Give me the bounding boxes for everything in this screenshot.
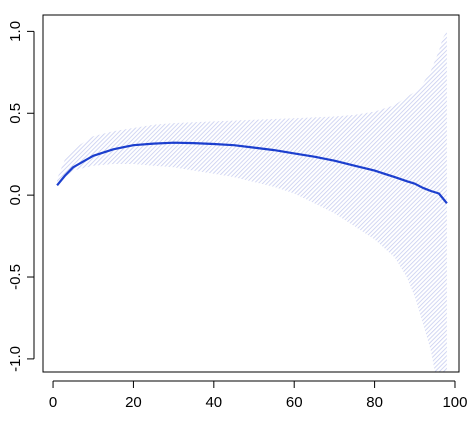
plot-frame [42, 14, 460, 373]
x-tick-label: 20 [125, 394, 142, 411]
series-line-0 [56, 141, 448, 204]
y-tick-label: 0.0 [7, 185, 24, 206]
x-tick-label: 100 [442, 394, 467, 411]
x-tick-label: 80 [366, 394, 383, 411]
confidence-band [57, 31, 447, 373]
x-tick-label: 0 [49, 394, 57, 411]
x-tick-label: 60 [286, 394, 303, 411]
band-area [57, 31, 447, 373]
y-axis: -1.0 -0.5 0.0 0.5 1.0 [7, 21, 35, 372]
y-tick-label: 0.5 [7, 103, 24, 124]
y-tick-label: -1.0 [7, 346, 24, 372]
estimate-line [56, 141, 448, 204]
x-axis: 0 20 40 60 80 100 [49, 380, 467, 411]
x-tick-label: 40 [205, 394, 222, 411]
y-tick-label: -0.5 [7, 264, 24, 290]
y-tick-label: 1.0 [7, 21, 24, 42]
